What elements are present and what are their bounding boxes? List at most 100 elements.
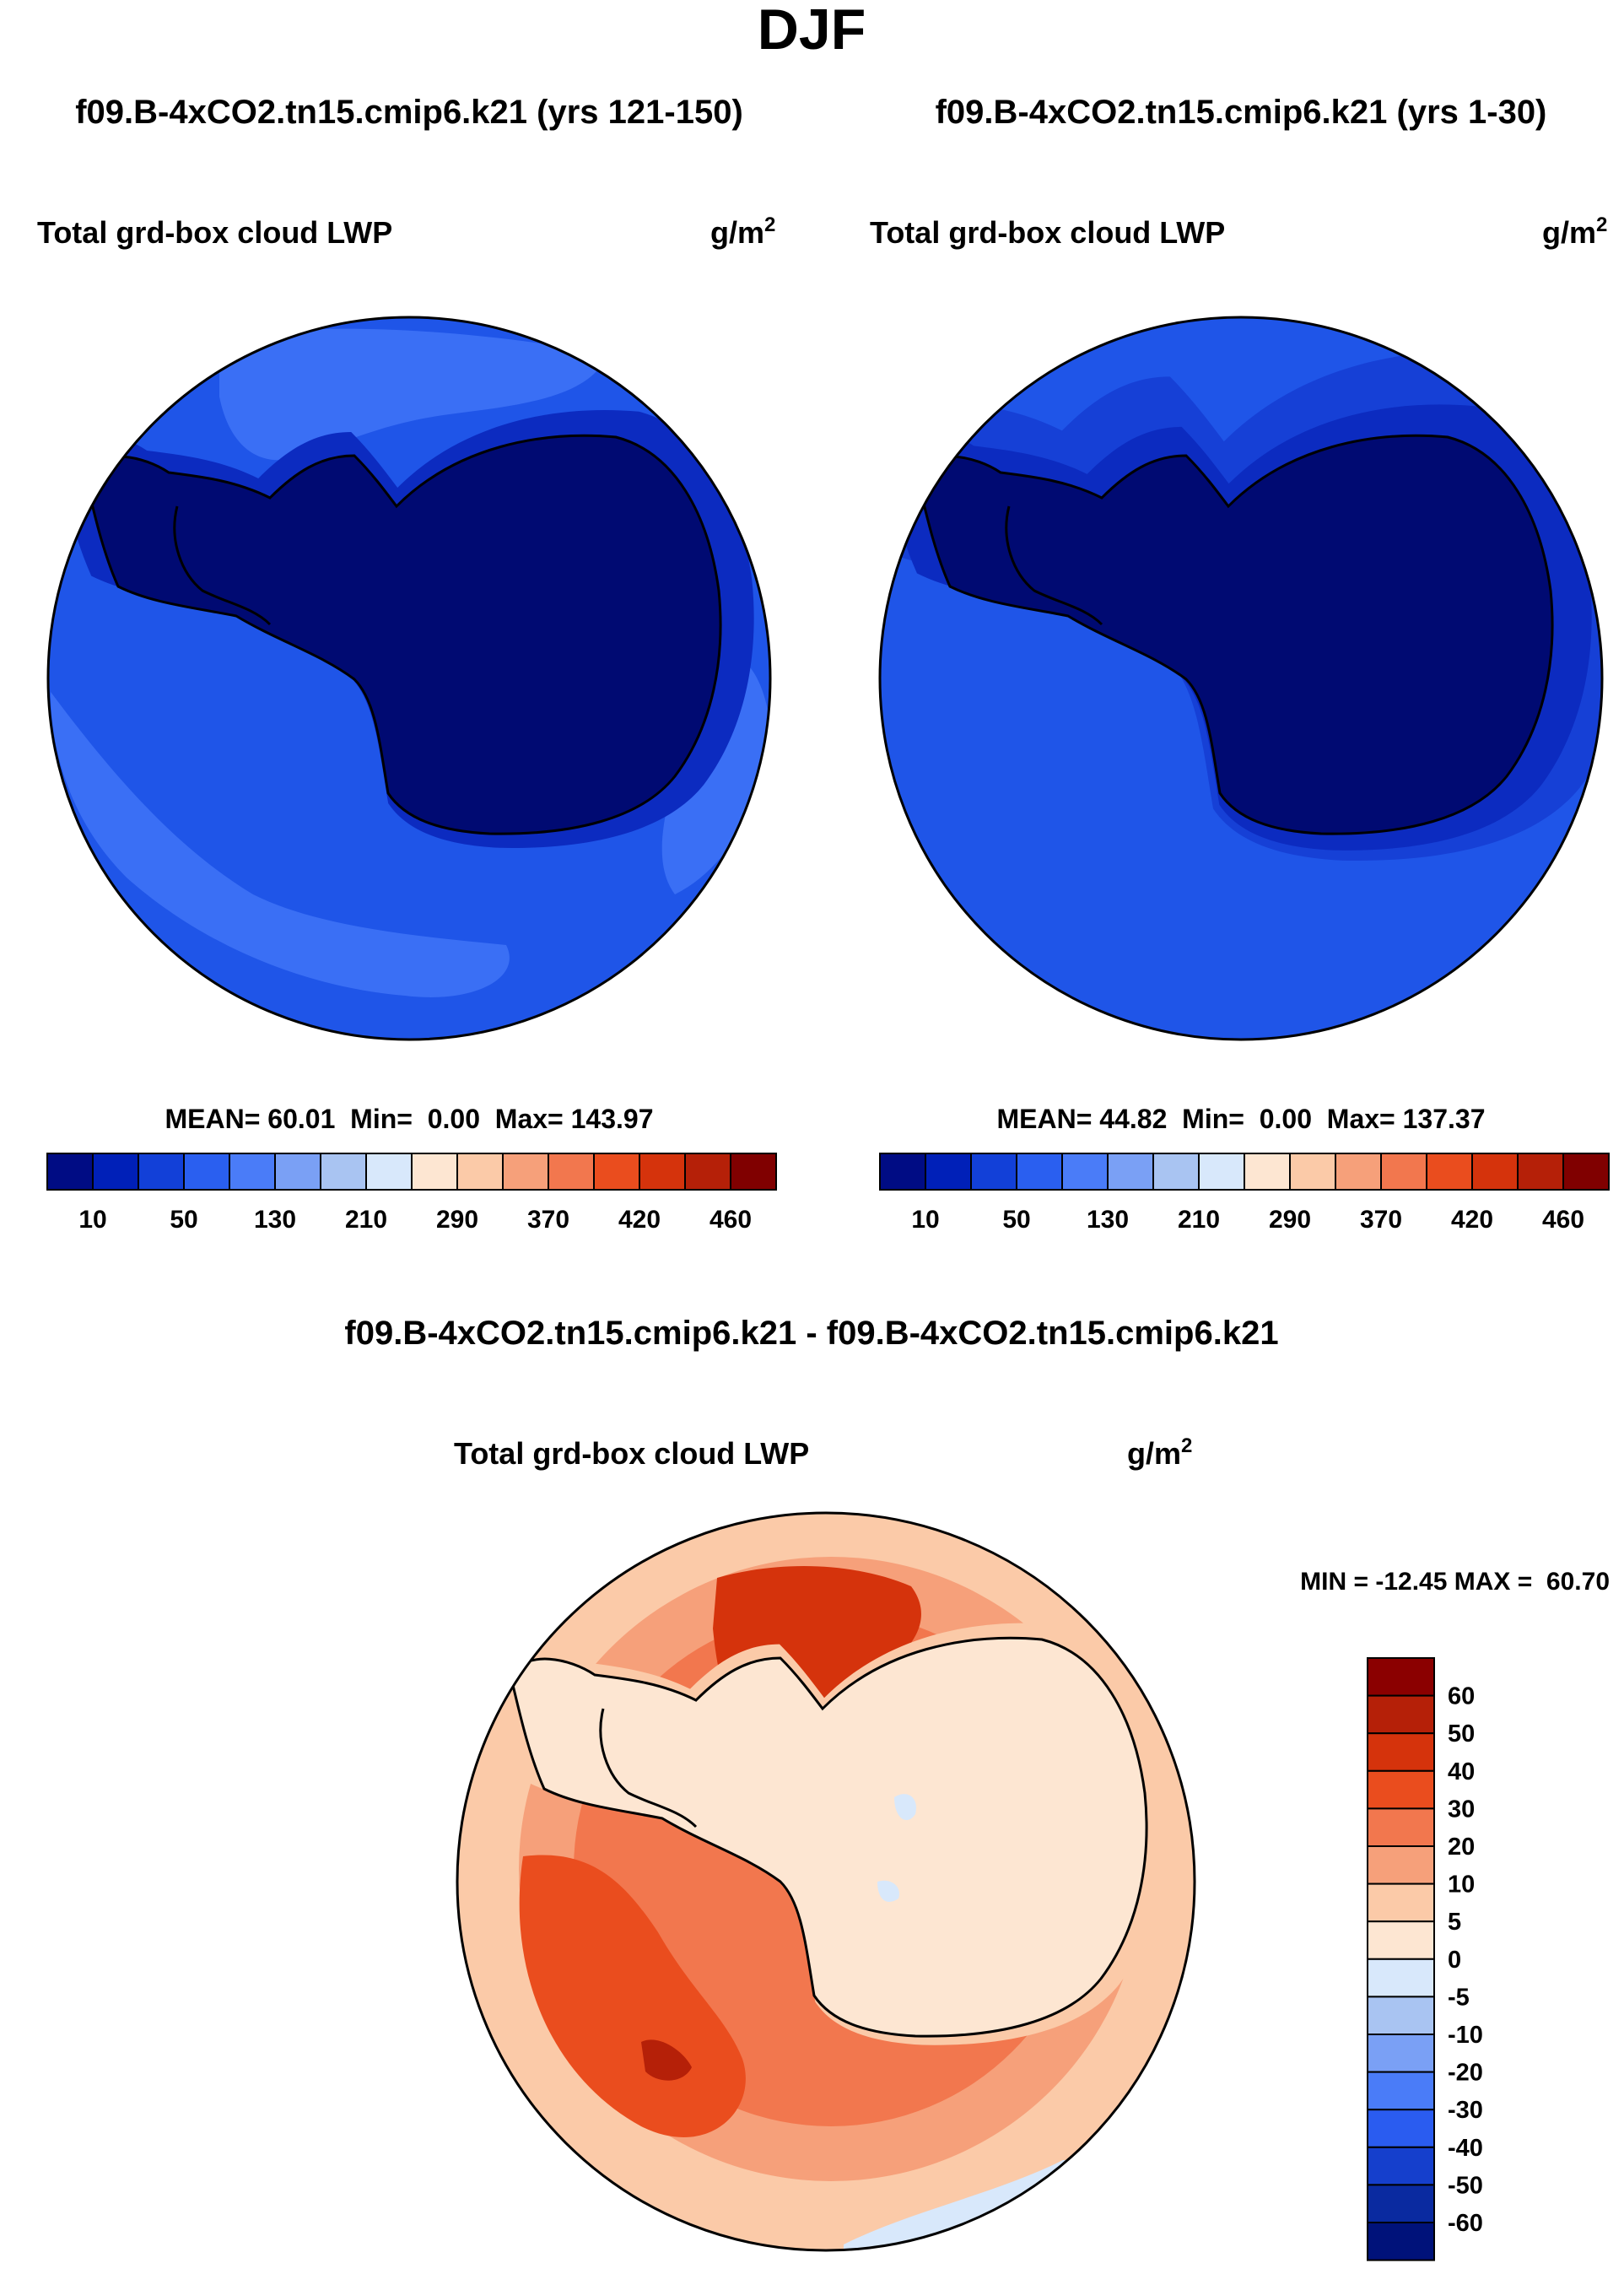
diff-map	[457, 1513, 1195, 2250]
colorbar-box	[730, 1153, 777, 1191]
colorbar-box	[1016, 1153, 1063, 1191]
panel-a-map	[48, 317, 770, 1040]
colorbar-tick-label: 420	[618, 1206, 661, 1234]
colorbar-tick-label: -40	[1448, 2135, 1483, 2162]
colorbar-box	[1562, 1153, 1610, 1191]
colorbar-box	[1380, 1153, 1427, 1191]
colorbar-tick-label: 10	[911, 1206, 939, 1234]
panel-b-stats: MEAN= 44.82 Min= 0.00 Max= 137.37	[997, 1104, 1486, 1134]
panel-b-field-title: Total grd-box cloud LWP	[870, 215, 1225, 250]
colorbar-box	[456, 1153, 504, 1191]
colorbar-tick-label: 50	[1448, 1720, 1475, 1747]
colorbar-tick-label: -30	[1448, 2097, 1483, 2124]
colorbar-tick-label: 10	[1448, 1872, 1475, 1899]
panel-b-peninsula	[1005, 505, 1103, 626]
panel-b-case-title: f09.B-4xCO2.tn15.cmip6.k21 (yrs 1-30)	[936, 94, 1547, 131]
panel-a-units: g/m2	[710, 213, 775, 250]
colorbar-tick-label: -20	[1448, 2060, 1483, 2087]
diff-interior-low-1	[894, 1794, 916, 1821]
panel-a: f09.B-4xCO2.tn15.cmip6.k21 (yrs 121-150)…	[37, 94, 777, 1234]
colorbar-tick-label: 210	[345, 1206, 387, 1234]
colorbar-tick-label: 130	[254, 1206, 296, 1234]
colorbar-box	[411, 1153, 458, 1191]
colorbar-tick-label: 5	[1448, 1909, 1461, 1936]
colorbar-box	[970, 1153, 1017, 1191]
colorbar-box	[1517, 1153, 1564, 1191]
colorbar-tick-label: 210	[1178, 1206, 1220, 1234]
colorbar-box	[183, 1153, 230, 1191]
colorbar-box	[1367, 1996, 1435, 2035]
colorbar-box	[1367, 2109, 1435, 2148]
colorbar-box	[365, 1153, 413, 1191]
colorbar-tick-label: -50	[1448, 2172, 1483, 2199]
colorbar-box	[925, 1153, 972, 1191]
panel-a-map-border	[46, 316, 772, 1041]
colorbar-box	[1198, 1153, 1245, 1191]
colorbar-box	[229, 1153, 276, 1191]
colorbar-box	[1107, 1153, 1154, 1191]
panel-a-peninsula	[173, 505, 272, 626]
colorbar-box	[1426, 1153, 1473, 1191]
colorbar-tick-label: 30	[1448, 1796, 1475, 1823]
colorbar-tick-label: 460	[1542, 1206, 1584, 1234]
colorbar-box	[1289, 1153, 1336, 1191]
panel-diff: f09.B-4xCO2.tn15.cmip6.k21 - f09.B-4xCO2…	[344, 1315, 1610, 2261]
colorbar-tick-label: 10	[78, 1206, 106, 1234]
colorbar-box	[1367, 1807, 1435, 1847]
colorbar-box	[1244, 1153, 1291, 1191]
colorbar-box	[46, 1153, 94, 1191]
panel-a-field-title: Total grd-box cloud LWP	[37, 215, 392, 250]
colorbar-tick-label: -5	[1448, 1984, 1470, 2011]
colorbar-box	[684, 1153, 731, 1191]
panel-b-map-border	[878, 316, 1604, 1041]
colorbar-tick-label: 370	[527, 1206, 569, 1234]
colorbar-box	[1367, 2222, 1435, 2261]
page-title: DJF	[758, 0, 866, 62]
panel-b-colorbar: 10 50 130 210 290 370 420 460	[879, 1153, 1610, 1234]
panel-b-map	[880, 317, 1602, 1040]
diff-map-border	[456, 1511, 1196, 2252]
diff-minmax: MIN = -12.45 MAX = 60.70	[1300, 1568, 1610, 1596]
panel-b: f09.B-4xCO2.tn15.cmip6.k21 (yrs 1-30) To…	[870, 94, 1610, 1234]
colorbar-box	[1061, 1153, 1109, 1191]
panel-a-band-left	[51, 692, 510, 997]
colorbar-box	[1367, 1958, 1435, 1998]
diff-peninsula	[599, 1708, 698, 1828]
colorbar-tick-label: 290	[1269, 1206, 1311, 1234]
colorbar-box	[138, 1153, 185, 1191]
panel-a-band-top	[219, 328, 607, 461]
diff-field-title: Total grd-box cloud LWP	[454, 1436, 809, 1471]
colorbar-tick-label: 420	[1451, 1206, 1493, 1234]
panel-b-units: g/m2	[1542, 213, 1607, 250]
colorbar-tick-label: 460	[709, 1206, 752, 1234]
colorbar-box	[1367, 1732, 1435, 1772]
colorbar-box	[1367, 2146, 1435, 2186]
colorbar-box	[1367, 1694, 1435, 1735]
colorbar-box	[1471, 1153, 1519, 1191]
colorbar-tick-label: 370	[1360, 1206, 1402, 1234]
diff-interior-low-2	[877, 1880, 899, 1902]
colorbar-box	[1152, 1153, 1200, 1191]
colorbar-box	[1367, 2034, 1435, 2073]
colorbar-tick-label: -60	[1448, 2210, 1483, 2237]
colorbar-tick-label: 40	[1448, 1758, 1475, 1785]
colorbar-box	[502, 1153, 549, 1191]
colorbar-tick-label: 50	[170, 1206, 197, 1234]
colorbar-box	[320, 1153, 367, 1191]
colorbar-box	[593, 1153, 640, 1191]
diff-amundsen-core	[641, 2039, 692, 2081]
diff-units: g/m2	[1127, 1434, 1192, 1471]
colorbar-box	[1367, 2071, 1435, 2111]
colorbar-tick-label: 50	[1002, 1206, 1030, 1234]
colorbar-tick-label: 0	[1448, 1947, 1461, 1974]
colorbar-box	[1367, 1882, 1435, 1923]
colorbar-tick-label: 60	[1448, 1683, 1475, 1710]
panel-a-stats: MEAN= 60.01 Min= 0.00 Max= 143.97	[165, 1104, 654, 1134]
colorbar-box	[639, 1153, 686, 1191]
colorbar-box	[1335, 1153, 1382, 1191]
colorbar-box	[92, 1153, 139, 1191]
colorbar-box	[1367, 1920, 1435, 1960]
colorbar-box	[1367, 2184, 1435, 2223]
